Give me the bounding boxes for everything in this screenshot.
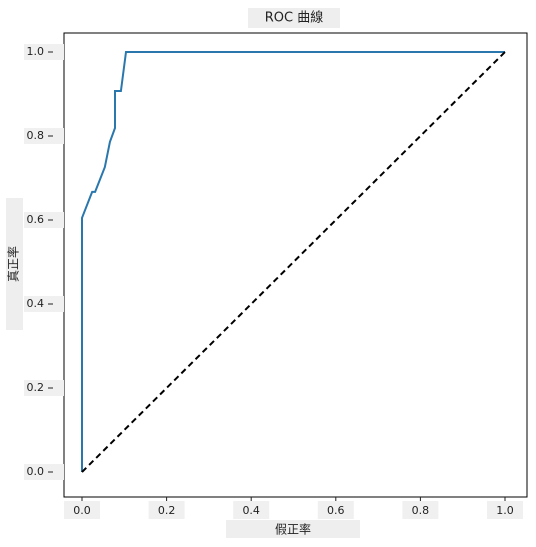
tick-bg bbox=[233, 501, 270, 519]
tick-bg bbox=[317, 501, 354, 519]
y-tick-label: 0.8 bbox=[27, 129, 45, 142]
x-axis-label: 假正率 bbox=[275, 522, 311, 537]
tick-bg bbox=[24, 44, 64, 60]
tick-bg bbox=[24, 128, 64, 144]
x-tick-label: 0.4 bbox=[242, 504, 260, 517]
tick-bg bbox=[24, 380, 64, 396]
chart-title: ROC 曲線 bbox=[265, 10, 323, 26]
tick-bg bbox=[24, 296, 64, 312]
x-tick-label: 0.2 bbox=[158, 504, 176, 517]
tick-bg bbox=[64, 501, 100, 519]
y-tick-label: 0.2 bbox=[27, 381, 45, 394]
x-tick-label: 0.0 bbox=[73, 504, 91, 517]
roc-line bbox=[81, 51, 505, 472]
plot-frame bbox=[63, 32, 528, 498]
y-label-bg bbox=[6, 198, 23, 330]
y-tick-label: 0.0 bbox=[27, 465, 45, 478]
y-tick-label: 1.0 bbox=[27, 45, 45, 58]
roc-line bbox=[81, 51, 506, 473]
y-tick-label: 0.6 bbox=[27, 213, 45, 226]
x-label-bg bbox=[226, 520, 360, 538]
y-tick-label: 0.4 bbox=[27, 297, 45, 310]
title-bg bbox=[248, 8, 340, 28]
x-tick-label: 0.8 bbox=[412, 504, 430, 517]
x-tick-label: 0.6 bbox=[327, 504, 345, 517]
x-tick-label: 1.0 bbox=[496, 504, 514, 517]
tick-bg bbox=[24, 464, 64, 480]
y-axis-label: 真正率 bbox=[6, 246, 21, 282]
tick-bg bbox=[24, 212, 64, 228]
tick-bg bbox=[148, 501, 185, 519]
tick-bg bbox=[402, 501, 439, 519]
tick-bg bbox=[487, 501, 523, 519]
